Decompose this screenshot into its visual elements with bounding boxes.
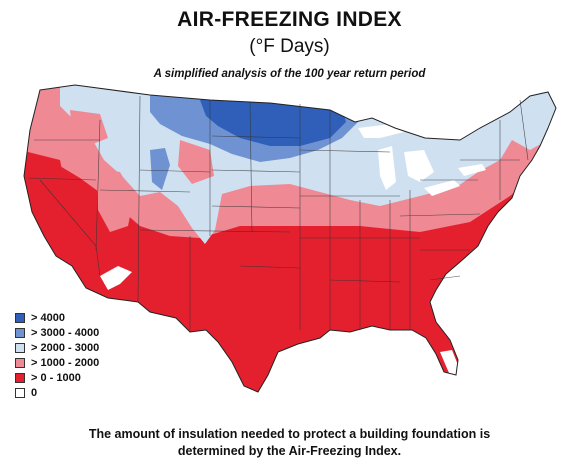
legend-label: > 2000 - 3000 — [31, 342, 100, 354]
legend-swatch — [15, 373, 25, 383]
legend-item: > 4000 — [15, 311, 99, 325]
caption-line-1: The amount of insulation needed to prote… — [88, 427, 491, 441]
legend: > 4000 > 3000 - 4000 > 2000 - 3000 > 100… — [15, 311, 99, 401]
zone-zero-fl — [440, 350, 460, 380]
legend-item: > 3000 - 4000 — [15, 326, 99, 340]
legend-label: > 0 - 1000 — [31, 372, 81, 384]
legend-label: 0 — [31, 387, 38, 399]
legend-swatch — [15, 388, 25, 398]
legend-label: > 4000 — [31, 312, 65, 324]
legend-item: > 1000 - 2000 — [15, 356, 99, 370]
zone-zero-az — [100, 266, 132, 290]
legend-swatch — [15, 328, 25, 338]
legend-swatch — [15, 313, 25, 323]
map-tagline: A simplified analysis of the 100 year re… — [153, 68, 426, 80]
legend-swatch — [15, 358, 25, 368]
map-caption: The amount of insulation needed to prote… — [0, 426, 579, 460]
legend-item: 0 — [15, 386, 99, 400]
map-title: AIR-FREEZING INDEX — [177, 8, 402, 31]
legend-item: > 0 - 1000 — [15, 371, 99, 385]
caption-line-2: determined by the Air-Freezing Index. — [177, 444, 402, 458]
zone-3000-4000-rockies — [150, 148, 170, 190]
legend-label: > 1000 - 2000 — [31, 357, 100, 369]
map-units: (°F Days) — [249, 36, 330, 57]
great-lakes — [358, 124, 486, 196]
legend-label: > 3000 - 4000 — [31, 327, 100, 339]
legend-item: > 2000 - 3000 — [15, 341, 99, 355]
legend-swatch — [15, 343, 25, 353]
state-boundaries — [27, 95, 529, 330]
